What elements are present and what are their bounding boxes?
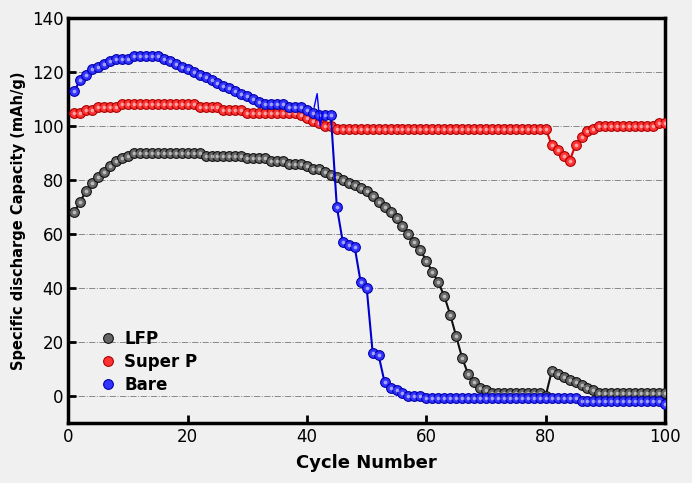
Bare <box>190 69 198 75</box>
Y-axis label: Specific discharge Capacity (mAh/g): Specific discharge Capacity (mAh/g) <box>11 71 26 369</box>
Bare <box>637 398 646 404</box>
Super P <box>213 104 221 110</box>
Line: Super P: Super P <box>69 99 670 166</box>
LFP <box>643 390 651 396</box>
Legend: LFP, Super P, Bare: LFP, Super P, Bare <box>94 325 202 399</box>
Bare <box>130 53 138 59</box>
LFP <box>213 153 221 158</box>
LFP <box>625 390 633 396</box>
LFP <box>70 210 78 215</box>
Super P <box>643 123 651 129</box>
Super P <box>565 158 574 164</box>
Super P <box>70 110 78 115</box>
LFP <box>381 204 389 210</box>
Bare <box>428 396 437 401</box>
Super P <box>428 126 437 131</box>
Super P <box>381 126 389 131</box>
X-axis label: Cycle Number: Cycle Number <box>296 454 437 472</box>
Super P <box>190 101 198 107</box>
LFP <box>661 390 669 396</box>
LFP <box>428 269 437 274</box>
LFP <box>130 150 138 156</box>
Bare <box>70 88 78 94</box>
Line: LFP: LFP <box>69 148 670 400</box>
Super P <box>661 120 669 126</box>
Super P <box>625 123 633 129</box>
Bare <box>661 401 669 407</box>
LFP <box>542 393 550 398</box>
Line: Bare: Bare <box>69 51 670 409</box>
Super P <box>118 101 126 107</box>
LFP <box>190 150 198 156</box>
Bare <box>619 398 628 404</box>
Bare <box>381 379 389 385</box>
Bare <box>213 80 221 86</box>
